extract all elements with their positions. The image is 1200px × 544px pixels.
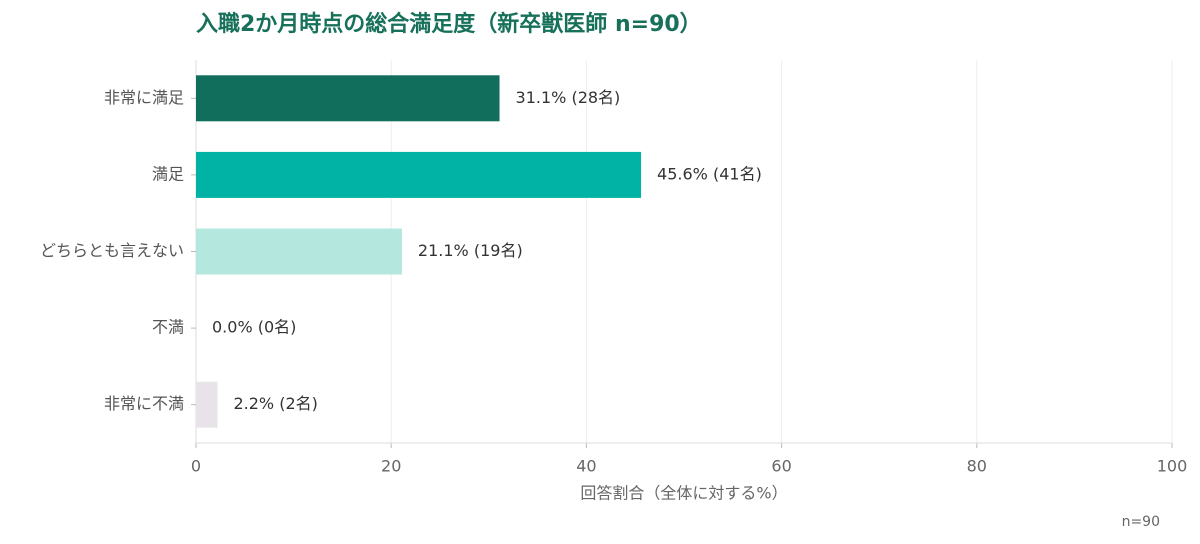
bar	[196, 381, 218, 428]
value-label: 2.2% (2名)	[233, 394, 317, 413]
x-tick-label: 100	[1157, 457, 1188, 476]
value-label: 21.1% (19名)	[418, 241, 523, 260]
y-tick-label: 満足	[152, 164, 184, 183]
y-tick-label: 不満	[152, 318, 184, 337]
x-tick-label: 60	[771, 457, 791, 476]
bar	[196, 228, 402, 275]
bar	[196, 75, 500, 122]
x-tick-label: 40	[576, 457, 596, 476]
bar	[196, 151, 642, 198]
value-label: 0.0% (0名)	[212, 318, 296, 337]
footnote: n=90	[1122, 514, 1160, 530]
value-label: 31.1% (28名)	[516, 88, 621, 107]
x-tick-label: 20	[381, 457, 401, 476]
x-axis-label: 回答割合（全体に対する%）	[580, 484, 787, 503]
chart-title: 入職2か月時点の総合満足度（新卒獣医師 n=90）	[196, 11, 702, 37]
x-tick-label: 80	[967, 457, 987, 476]
y-tick-label: 非常に不満	[104, 394, 184, 413]
y-tick-label: 非常に満足	[104, 88, 184, 107]
x-tick-label: 0	[191, 457, 201, 476]
y-tick-label: どちらとも言えない	[40, 241, 184, 260]
value-label: 45.6% (41名)	[657, 164, 762, 183]
